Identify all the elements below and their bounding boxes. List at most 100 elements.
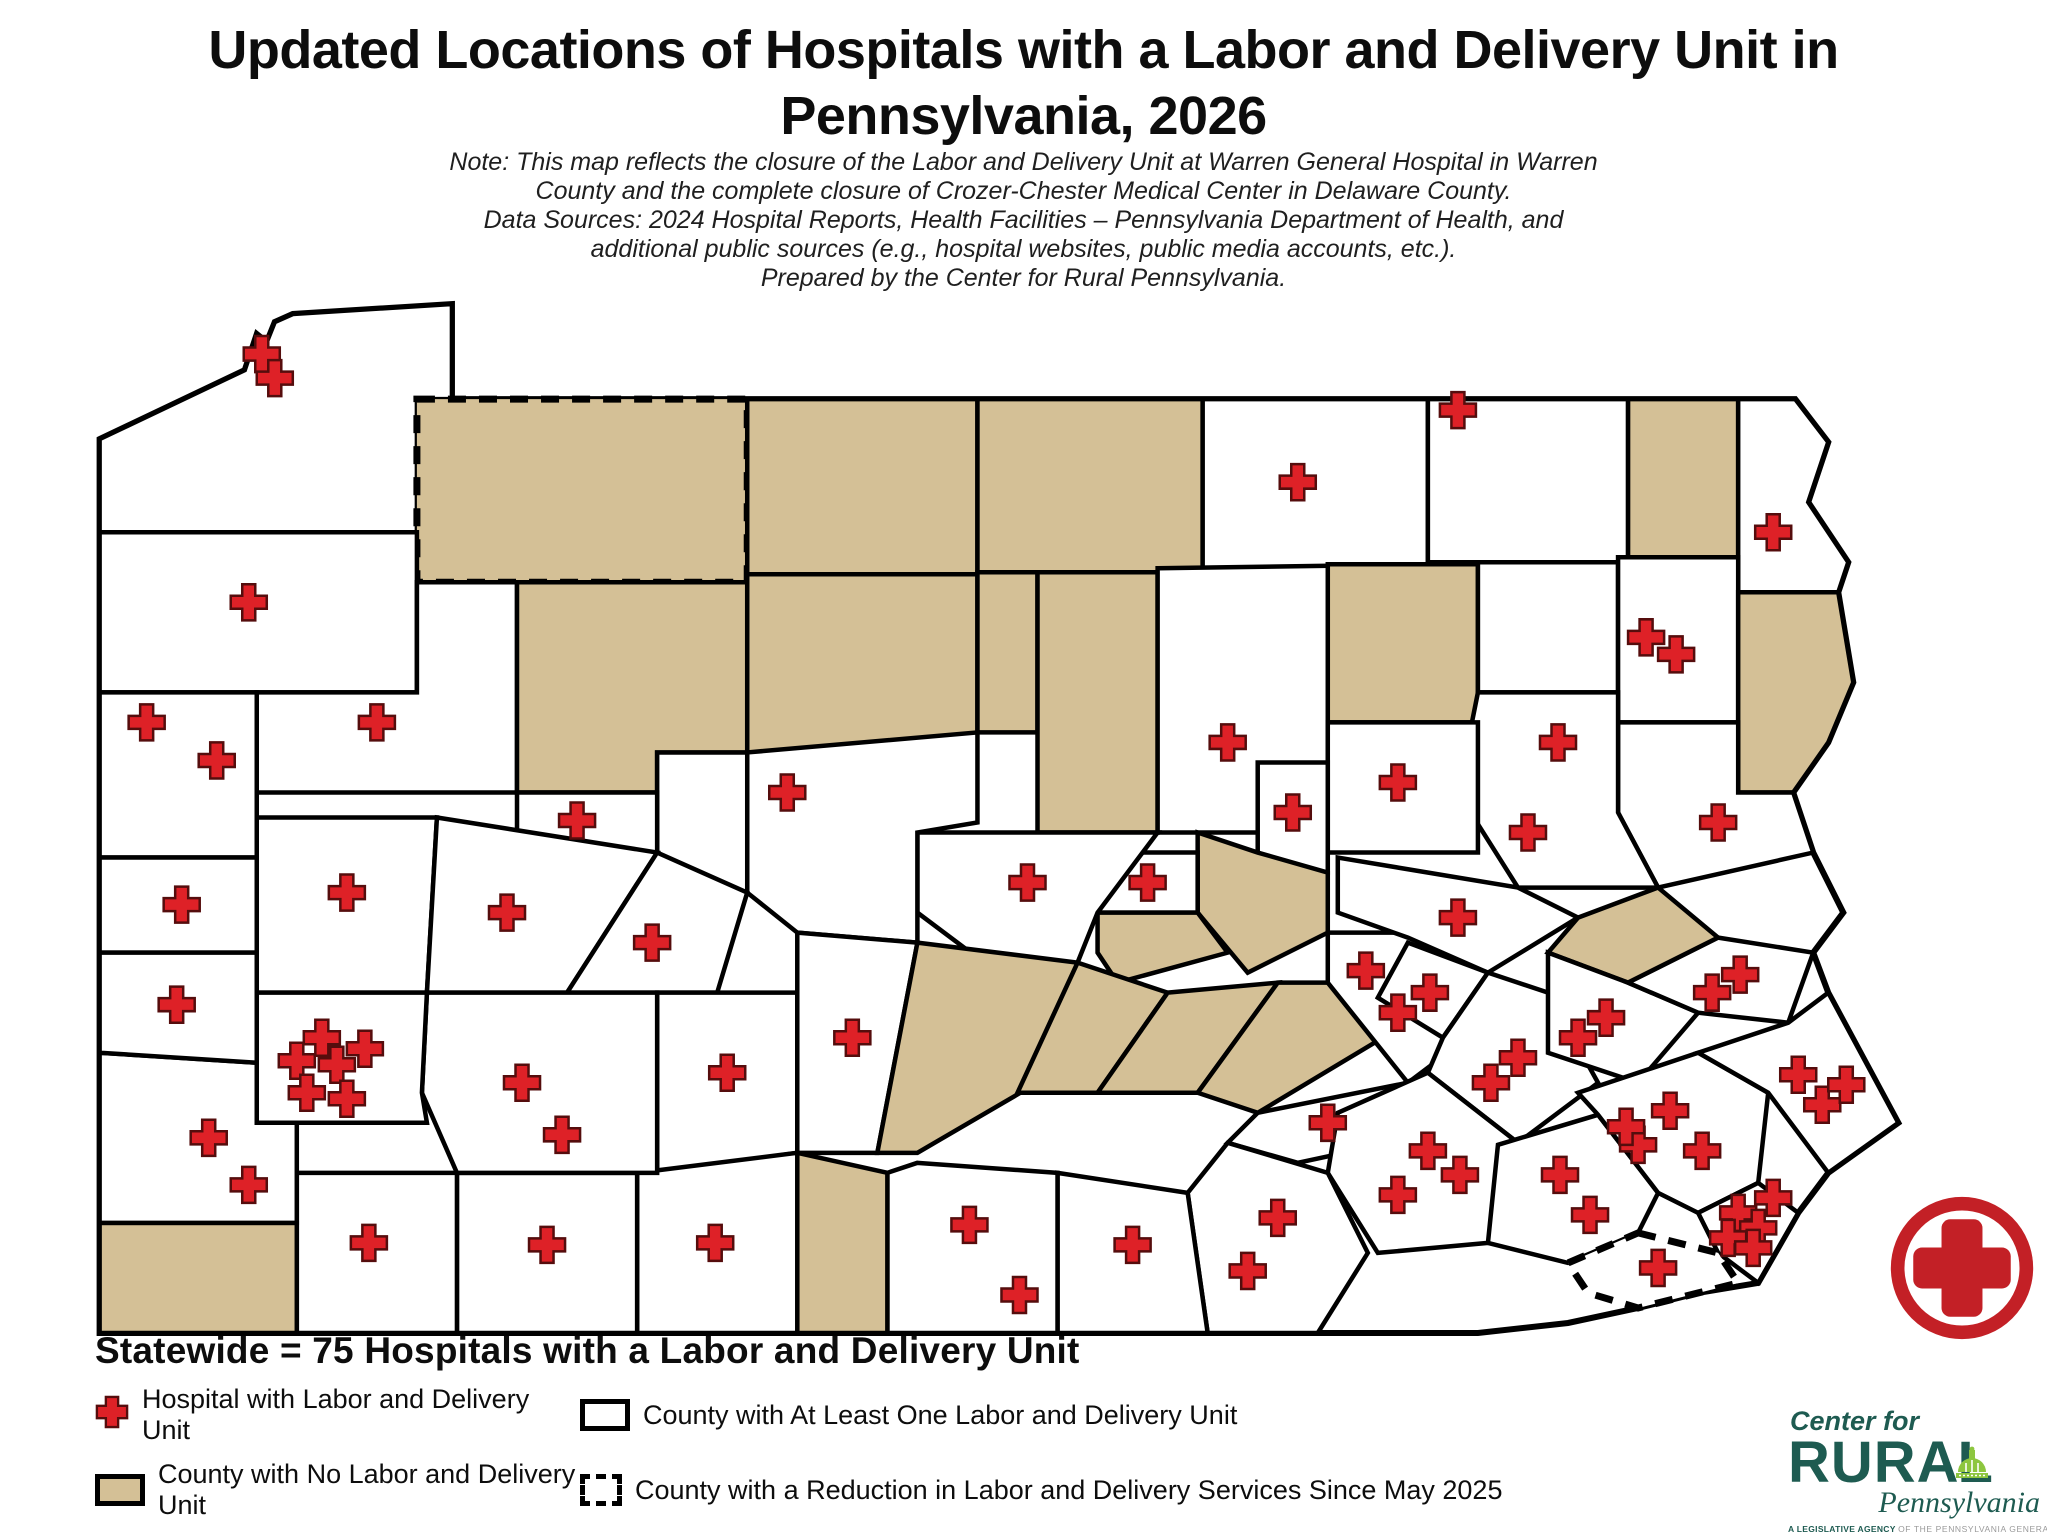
hospital-marker — [1720, 955, 1760, 994]
hospital-marker — [1113, 1225, 1152, 1265]
page-title-line1: Updated Locations of Hospitals with a La… — [208, 20, 1839, 80]
hospital-marker — [1000, 1275, 1039, 1315]
hospital-marker — [1708, 1218, 1748, 1258]
hospital-marker — [229, 583, 269, 622]
county-wayne — [1735, 396, 1851, 595]
logo-rural-wordmark: RURA L — [1788, 1434, 2040, 1492]
hospital-marker — [1682, 1131, 1722, 1171]
legend-block: Statewide = 75 Hospitals with a Labor an… — [95, 1330, 1795, 1521]
capitol-dome-icon — [1952, 1439, 1992, 1494]
county-greene-no-ld-unit — [97, 1220, 300, 1336]
hospital-marker — [1378, 1175, 1418, 1215]
hospital-marker — [157, 985, 196, 1024]
hospital-marker — [1308, 1103, 1348, 1143]
hospital-marker — [302, 1018, 342, 1057]
hospital-marker — [1438, 390, 1478, 430]
hospital-marker — [162, 885, 201, 924]
hospital-marker — [557, 801, 597, 840]
county-fulton-no-ld-unit — [795, 1150, 890, 1336]
statewide-summary: Statewide = 75 Hospitals with a Labor an… — [95, 1330, 1080, 1371]
hospital-marker — [1273, 793, 1313, 832]
legend-label: Hospital with Labor and Delivery Unit — [142, 1384, 530, 1445]
legend-row-2: County with No Labor and Delivery Unit C… — [95, 1459, 1795, 1521]
pennsylvania-county-map — [95, 292, 1965, 1338]
hospital-marker — [1508, 813, 1548, 852]
legend-label: County with No Labor and Delivery Unit — [158, 1459, 576, 1520]
hospital-marker — [833, 1018, 872, 1057]
county-elk-no-ld-unit — [744, 572, 980, 755]
note-line: County and the complete closure of Croze… — [535, 177, 1512, 205]
hospital-marker — [1378, 763, 1418, 802]
hospital-marker — [707, 1053, 747, 1093]
hospital-marker — [1638, 1248, 1678, 1288]
legend-item-hospital: Hospital with Labor and Delivery Unit — [95, 1384, 580, 1446]
hospital-marker — [950, 1205, 989, 1245]
hospital-marker — [1586, 998, 1626, 1037]
white-county-swatch — [580, 1399, 630, 1431]
hospital-marker — [767, 773, 807, 812]
hospital-marker — [287, 1073, 327, 1113]
county-mercer — [97, 690, 260, 860]
county-pike-no-ld-unit — [1735, 590, 1856, 795]
hospital-marker — [1208, 723, 1247, 762]
county-franklin — [885, 1160, 1060, 1336]
hospital-marker — [349, 1223, 389, 1263]
hospital-marker — [1802, 1085, 1842, 1125]
county-erie — [97, 301, 455, 535]
hospital-marker — [345, 1029, 385, 1068]
hospital-marker — [1692, 973, 1732, 1012]
dashed-county-swatch — [580, 1474, 622, 1506]
county-crawford — [97, 529, 420, 695]
hospital-marker — [1753, 512, 1793, 552]
county-fayette — [294, 1170, 460, 1336]
hospital-marker — [1378, 993, 1418, 1032]
hospital-marker — [197, 741, 236, 780]
hospital-marker — [1410, 973, 1450, 1012]
logo-tagline: A LEGISLATIVE AGENCY OF THE PENNSYLVANIA… — [1788, 1524, 2047, 1535]
red-cross-circle-icon — [1884, 1190, 2040, 1346]
page-title-line2: Pennsylvania, 2026 — [780, 85, 1267, 146]
hospital-marker — [1228, 1251, 1267, 1291]
hospital-marker — [695, 1223, 735, 1263]
hospital-marker — [1778, 1055, 1818, 1095]
hospital-marker — [1346, 951, 1386, 990]
legend-label: County with a Reduction in Labor and Del… — [635, 1474, 1503, 1505]
hospital-marker — [542, 1115, 582, 1155]
hospital-marker — [527, 1225, 567, 1265]
hospital-marker — [632, 923, 672, 962]
county-sullivan-no-ld-unit — [1325, 562, 1481, 725]
hospital-marker — [1606, 1107, 1646, 1147]
county-clinton-no-ld-unit — [1035, 570, 1160, 835]
tan-county-swatch — [95, 1474, 145, 1506]
hospital-marker — [1440, 1155, 1480, 1195]
hospital-marker — [255, 358, 295, 398]
note-line: Note: This map reflects the closure of t… — [449, 148, 1598, 176]
logo-tagline-rest: OF THE PENNSYLVANIA GENERAL ASSEMBLY — [1898, 1524, 2047, 1535]
legend-item-tan-county: County with No Labor and Delivery Unit — [95, 1459, 580, 1521]
hospital-marker — [1438, 898, 1478, 937]
hospital-cross-icon — [95, 1395, 129, 1436]
hospital-marker — [1498, 1038, 1538, 1078]
hospital-marker — [327, 873, 367, 912]
hospital-marker — [1753, 1178, 1793, 1218]
logo-pennsylvania: Pennsylvania — [1878, 1486, 2040, 1520]
legend-label: County with At Least One Labor and Deliv… — [643, 1399, 1238, 1430]
note-block: Note: This map reflects the closure of t… — [0, 148, 2047, 293]
hospital-marker — [189, 1118, 228, 1158]
hospital-marker — [1558, 1018, 1598, 1057]
center-for-rural-pennsylvania-logo: Center for RURA L Pennsylvania A LEGISLA… — [1788, 1406, 2047, 1535]
hospital-marker — [1538, 723, 1578, 762]
county-cameron-no-ld-unit — [975, 570, 1040, 735]
hospital-marker — [1008, 863, 1047, 902]
county-mckean-no-ld-unit — [744, 396, 980, 577]
hospital-marker — [327, 1079, 367, 1119]
county-wyoming — [1475, 560, 1621, 695]
hospital-marker — [1128, 863, 1167, 902]
hospital-marker — [1650, 1091, 1690, 1131]
title-block: Updated Locations of Hospitals with a La… — [0, 18, 2047, 150]
hospital-marker — [229, 1165, 269, 1205]
county-northampton — [1622, 935, 1817, 1026]
hospital-marker — [1827, 1065, 1866, 1105]
county-potter-no-ld-unit — [975, 396, 1205, 575]
logo-tagline-bold: A LEGISLATIVE AGENCY — [1788, 1524, 1896, 1535]
